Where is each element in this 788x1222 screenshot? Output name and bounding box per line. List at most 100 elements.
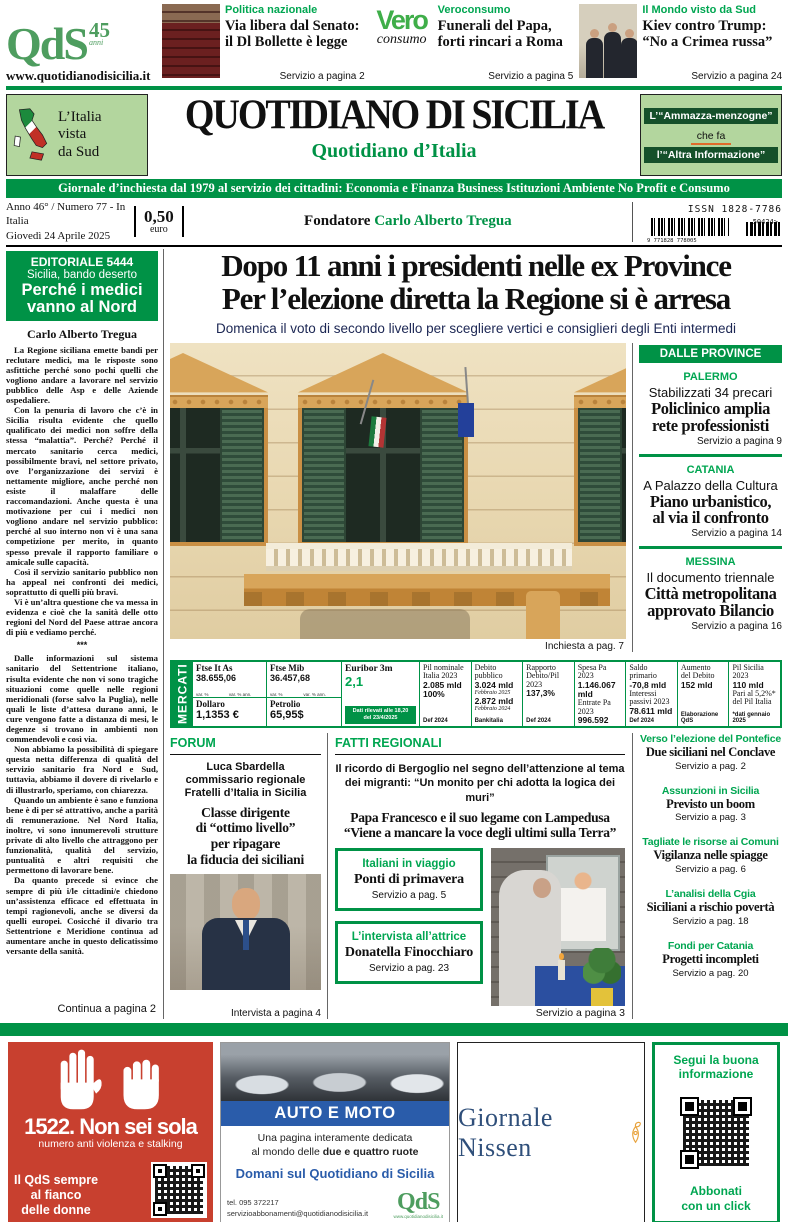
mercati-strip: MERCATI Ftse It As 38.655,06 var. % +1,4…	[170, 659, 782, 728]
barcode	[651, 217, 729, 236]
teaser-box-kicker: L’intervista all’attrice	[351, 930, 467, 943]
fatti-teaser-boxes: Italiani in viaggio Ponti di primavera S…	[335, 847, 483, 1004]
fatti-headline: Papa Francesco e il suo legame con Lampe…	[343, 809, 617, 841]
ammazza-menzogne-box: L’“Ammazza-menzogne” che fa l’“Altra Inf…	[640, 94, 782, 176]
mercati-label: MERCATI	[172, 661, 193, 726]
veroconsumo-logo: Vero consumo	[376, 5, 429, 48]
italia-vista-da-sud-box: L’Italia vista da Sud	[6, 94, 148, 176]
subscribe-bottom-text: Abbonati con un click	[681, 1184, 751, 1213]
teaser-title: Funerali del Papa, forti rincari a Roma	[437, 18, 563, 51]
issn-number: ISSN 1828-7786	[687, 203, 782, 215]
euribor-cell: Euribor 3m 2,1 Dati rilevati alle 18,20 …	[342, 661, 420, 726]
editorial-continuation-ref: Continua a pagina 2	[57, 1003, 156, 1015]
italia-vista-da-sud-label: L’Italia vista da Sud	[58, 109, 102, 160]
main-content: EDITORIALE 5444 Sicilia, bando deserto P…	[6, 249, 782, 1019]
main-right: Dopo 11 anni i presidenti nelle ex Provi…	[164, 249, 782, 1019]
contact-info: tel. 095 372217 servizioabbonamenti@quot…	[227, 1198, 368, 1219]
dollaro-cell: Dollaro 1,1353 €	[193, 697, 267, 726]
teaser-kicker: Veroconsumo	[437, 4, 511, 16]
anniversary-badge: 45 anni	[88, 20, 110, 48]
qr-code	[677, 1094, 755, 1172]
rail-item: L’analisi della Cgia Siciliani a rischio…	[646, 888, 775, 927]
mercati-indices: Ftse It As 38.655,06 var. % +1,44 var. %…	[193, 661, 342, 726]
rail-item: Fondi per Catania Progetti incompleti Se…	[662, 939, 759, 979]
province-city: CATANIA	[686, 463, 735, 476]
rail-item: Verso l’elezione del Pontefice Due sicil…	[639, 732, 782, 772]
slogan-line-2: che fa	[690, 130, 732, 145]
province-item-catania: CATANIA A Palazzo della Cultura Piano ur…	[639, 464, 782, 540]
teaser-box-intervista: L’intervista all’attrice Donatella Finoc…	[335, 920, 483, 984]
aumento-debito-cell: Aumento del Debito 152 mld Elaborazione …	[678, 661, 730, 726]
editorial-body: La Regione siciliana emette bandi per re…	[6, 345, 158, 957]
lead-photo-caption: Inchiesta a pag. 7	[545, 640, 624, 652]
forum-kicker: Luca Sbardella commissario regionale Fra…	[184, 760, 307, 800]
cars-photo	[221, 1043, 449, 1101]
dalle-province-header: DALLE PROVINCE	[639, 344, 782, 363]
teaser-page-ref: Servizio a pagina 2	[279, 71, 365, 82]
province-title: Città metropolitana approvato Bilancio	[644, 584, 777, 621]
province-page-ref: Servizio a pagina 14	[691, 528, 782, 540]
newspaper-title: QUOTIDIANO DI SICILIA	[184, 91, 605, 139]
slogan-line-1: L’“Ammazza-menzogne”	[644, 107, 778, 124]
editorial-paragraph: Non abbiamo la possibilità di spiegare q…	[6, 744, 158, 795]
province-item-messina: MESSINA Il documento triennale Città met…	[639, 556, 782, 632]
editorial-paragraph: Da quanto precede si evince che sempre d…	[6, 875, 158, 957]
teaser-box-title: Donatella Finocchiaro	[344, 944, 474, 960]
teaser-kicker: Politica nazionale	[225, 4, 318, 16]
teaser-box-page-ref: Servizio a pag. 5	[371, 889, 447, 901]
subscribe-top-text: Segui la buona informazione	[673, 1053, 759, 1082]
pope-tribute-photo	[491, 847, 625, 1006]
email-address: servizioabbonamenti@quotidianodisicilia.…	[227, 1208, 369, 1218]
rail-item: Assunzioni in Sicilia Previsto un boom S…	[661, 784, 760, 824]
anti-violence-title: 1522. Non sei sola	[24, 1114, 198, 1139]
auto-moto-cta: Domani sul Quotidiano di Sicilia	[235, 1166, 435, 1182]
anti-violence-ad: 1522. Non sei sola numero anti violenza …	[8, 1042, 213, 1222]
qds-logo-block: QdS 45 anni www.quotidianodisicilia.it	[6, 4, 156, 84]
price-unit: euro	[149, 224, 168, 235]
editorial-paragraph: Quando un ambiente è sano e funziona ben…	[6, 794, 158, 876]
pen-nib-icon	[632, 1121, 641, 1144]
giornale-nissen-title: Giornale Nissen	[458, 1103, 553, 1162]
province-kicker: A Palazzo della Cultura	[643, 477, 778, 493]
editorial-author: Carlo Alberto Tregua	[27, 326, 137, 341]
edition-number: Anno 46° / Numero 77 - In Italia	[6, 201, 126, 228]
price-value: 0,50	[144, 207, 174, 226]
hands-icon	[14, 1048, 207, 1114]
divider	[0, 1023, 788, 1036]
divider	[6, 86, 782, 90]
edition-info: Anno 46° / Numero 77 - In Italia Giovedì…	[6, 200, 134, 243]
parliament-photo	[162, 4, 220, 78]
teaser-box-viaggio: Italiani in viaggio Ponti di primavera S…	[335, 847, 483, 911]
forum-label: FORUM	[170, 735, 216, 750]
saldo-primario-cell: Saldo primario -70,8 mld Interessi passi…	[626, 661, 678, 726]
edition-info-bar: Anno 46° / Numero 77 - In Italia Giovedì…	[6, 198, 782, 247]
fatti-kicker: Il ricordo di Bergoglio nel segno dell’a…	[335, 762, 625, 804]
qds-mini-logo: QdS www.quotidianodisicilia.it	[393, 1189, 443, 1219]
giornale-nissen-ad: Giornale Nissen	[457, 1042, 645, 1222]
sbardella-photo	[170, 874, 321, 991]
forum-section: FORUM Luca Sbardella commissario regiona…	[170, 732, 328, 1019]
editorial-paragraph: Vi è un’altra questione che va messa in …	[6, 596, 158, 638]
founder-name: Carlo Alberto Tregua	[374, 213, 512, 229]
ftse-mib-cell: Ftse Mib 36.457,68 var. % +1,42 var. % a…	[267, 662, 341, 698]
forum-page-ref: Intervista a pagina 4	[230, 1008, 321, 1019]
eu-flag	[458, 402, 474, 437]
editorial-separator: ***	[76, 640, 88, 651]
province-city: PALERMO	[683, 370, 738, 383]
province-item-palermo: PALERMO Stabilizzati 34 precari Policlin…	[639, 371, 782, 447]
top-teaser-bar: QdS 45 anni www.quotidianodisicilia.it P…	[6, 4, 782, 84]
lead-headline: Dopo 11 anni i presidenti nelle ex Provi…	[221, 248, 732, 317]
barcode-code: 50424>	[752, 217, 778, 226]
editorial-paragraph: Dalle informazioni sul sistema sanitario…	[6, 653, 158, 745]
subscribe-box: Segui la buona informazione Abbonati con…	[652, 1042, 780, 1222]
italy-map-graphic	[13, 108, 48, 161]
teaser-title: Via libera dal Senato: il Dl Bollette è …	[225, 18, 360, 51]
teaser-page-ref: Servizio a pagina 24	[691, 71, 783, 82]
fatti-regionali-label: FATTI REGIONALI	[335, 735, 442, 750]
masthead-center: QUOTIDIANO DI SICILIA Quotidiano d’Itali…	[156, 91, 632, 176]
province-page-ref: Servizio a pagina 9	[696, 435, 782, 447]
phone-number: tel. 095 372217	[227, 1198, 279, 1207]
anniversary-label: anni	[88, 38, 104, 48]
ftse-it-cell: Ftse It As 38.655,06 var. % +1,44 var. %…	[193, 661, 267, 698]
